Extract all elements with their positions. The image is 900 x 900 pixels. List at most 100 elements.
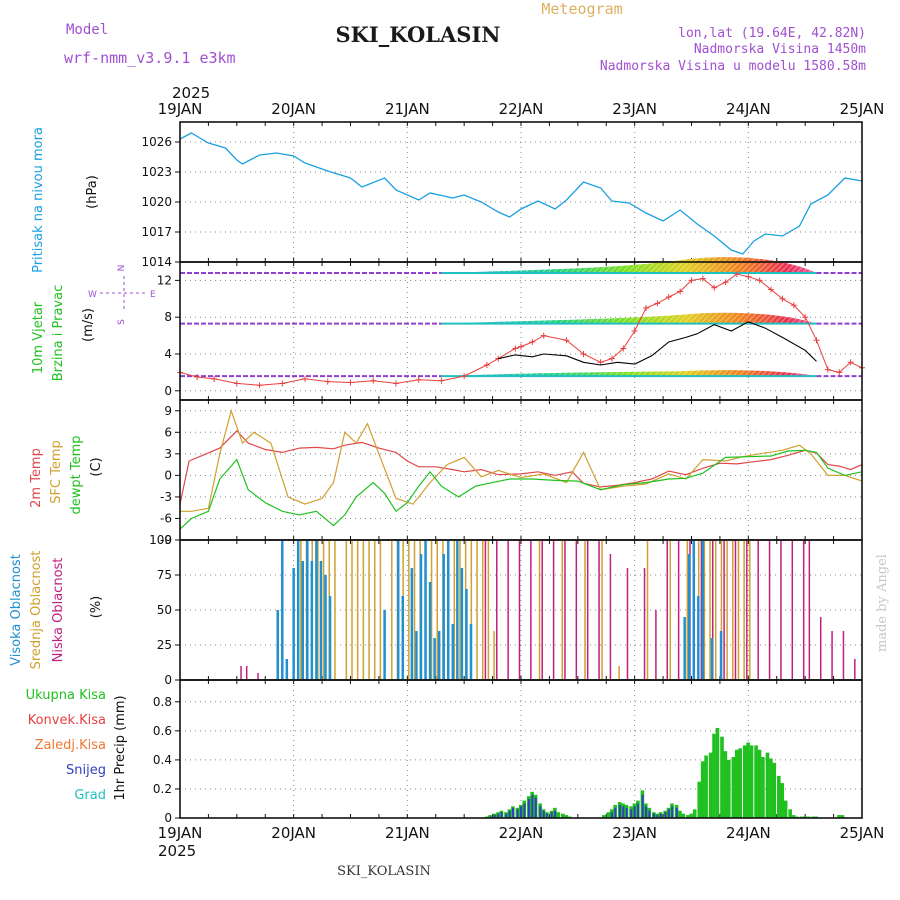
wind-gust-marker bbox=[665, 293, 672, 300]
precip-snow-bar bbox=[493, 815, 496, 818]
precip-snow-bar bbox=[648, 810, 651, 818]
cloud-mid-label: Srednja Oblacnost bbox=[29, 551, 44, 670]
wind-gust-marker bbox=[279, 380, 286, 387]
station-bottom: SKI_KOLASIN bbox=[337, 864, 431, 879]
precip-total-bar bbox=[712, 733, 716, 818]
precip-snow-bar bbox=[554, 810, 557, 818]
wind-panel: 12 8 4 0 bbox=[157, 257, 865, 401]
precip-total-bar bbox=[697, 781, 702, 818]
pressure-labels: Pritisak na nivou mora (hPa) bbox=[31, 127, 100, 273]
top-date-label: 21JAN bbox=[385, 100, 430, 118]
precip-total-bar bbox=[788, 809, 792, 818]
precip-snow-bar bbox=[539, 806, 542, 818]
y-tick-label: 50 bbox=[157, 603, 172, 617]
top-date-label: 25JAN bbox=[840, 100, 885, 118]
wind-gust-marker bbox=[733, 270, 740, 277]
temp-labels: 2m Temp SFC Temp dewpt Temp (C) bbox=[29, 435, 104, 514]
top-date-label: 23JAN bbox=[612, 100, 657, 118]
temp-panel: 9 6 3 0 -3 -6 -9 bbox=[160, 399, 863, 547]
y-tick-label: 0.4 bbox=[153, 753, 172, 767]
wind-gust-marker bbox=[836, 369, 843, 376]
wind-gust-marker bbox=[302, 375, 309, 382]
wind-gust-marker bbox=[540, 332, 547, 339]
precip-snow-bar bbox=[542, 810, 545, 818]
y-tick-label: -9 bbox=[160, 533, 172, 547]
top-date-label: 19JAN bbox=[158, 100, 203, 118]
precip-snow-bar bbox=[659, 813, 662, 818]
pressure-unit: (hPa) bbox=[85, 175, 100, 209]
precip-snow-bar bbox=[512, 807, 515, 818]
coords: lon,lat (19.64E, 42.82N) bbox=[678, 26, 866, 41]
wind-gust-marker bbox=[438, 377, 445, 384]
pressure-line bbox=[179, 132, 863, 255]
y-tick-label: 0.8 bbox=[153, 695, 172, 709]
wind-gust-marker bbox=[529, 339, 536, 346]
model-name: wrf-nmm_v3.9.1 e3km bbox=[64, 49, 236, 67]
y-tick-label: 9 bbox=[164, 404, 172, 418]
y-tick-label: 4 bbox=[164, 347, 172, 361]
precip-snow-bar bbox=[625, 807, 628, 818]
station-title: SKI_KOLASIN bbox=[336, 22, 501, 47]
y-tick-label: 1026 bbox=[141, 135, 172, 149]
precip-total-bar bbox=[686, 815, 690, 818]
wind-speed-hatch bbox=[441, 370, 817, 377]
wind-gust-marker bbox=[483, 362, 490, 369]
top-time-axis: 19JAN 20JAN 21JAN 22JAN 23JAN 24JAN 25JAN bbox=[158, 100, 885, 118]
precip-total-bar bbox=[761, 756, 765, 818]
wind-gust-marker bbox=[194, 374, 201, 380]
precip-total-bar bbox=[727, 759, 731, 818]
meteogram-label: Meteogram bbox=[541, 0, 622, 18]
precip-snow-bar bbox=[614, 807, 617, 818]
precip-snow-bar bbox=[527, 799, 530, 818]
precip-total-bar bbox=[704, 755, 708, 818]
precip-labels: Ukupna Kisa Konvek.Kisa Zaledj.Kisa Snij… bbox=[26, 688, 128, 803]
year-top: 2025 bbox=[172, 84, 210, 102]
wind-gust-marker bbox=[518, 343, 524, 350]
y-tick-label: 0 bbox=[164, 811, 172, 825]
precip-total-bar bbox=[681, 813, 686, 818]
precip-total-bar bbox=[715, 727, 720, 818]
wind-gust-line bbox=[179, 273, 863, 386]
cloud-unit: (%) bbox=[89, 596, 104, 619]
wind-gust-marker bbox=[654, 300, 661, 307]
y-tick-label: 1020 bbox=[141, 195, 172, 209]
precip-total-bar bbox=[700, 761, 705, 818]
wind-gust-marker bbox=[256, 382, 263, 389]
credit: made by Angel bbox=[875, 554, 890, 652]
y-tick-label: 0.6 bbox=[153, 724, 172, 738]
bottom-date-label: 22JAN bbox=[499, 824, 544, 842]
bottom-date-label: 21JAN bbox=[385, 824, 430, 842]
precip-total-bar bbox=[791, 815, 796, 818]
precip-snow-bar bbox=[546, 813, 549, 818]
precip-total-bar bbox=[742, 745, 747, 818]
precip-snow-bar bbox=[667, 809, 670, 818]
y-tick-label: 12 bbox=[157, 273, 172, 287]
precip-snow-bar bbox=[664, 812, 667, 818]
wind-labels: 10m Vjetar Brzina i Pravac (m/s) N W E S bbox=[31, 265, 156, 382]
precip-snow-bar bbox=[618, 804, 621, 818]
y-tick-label: 0 bbox=[164, 468, 172, 482]
precip-total-bar bbox=[765, 752, 770, 818]
precip-total-bar bbox=[840, 815, 845, 818]
wind-gust-marker bbox=[608, 355, 615, 362]
precip-snow-bar bbox=[652, 813, 655, 818]
precip-total-bar bbox=[561, 813, 565, 818]
bottom-date-label: 20JAN bbox=[271, 824, 316, 842]
wind-gust-marker bbox=[643, 305, 650, 311]
precip-total-bar bbox=[689, 813, 694, 818]
bottom-time-axis: 19JAN 20JAN 21JAN 22JAN 23JAN 24JAN 25JAN bbox=[158, 824, 885, 842]
precip-total-bar bbox=[783, 800, 788, 818]
temp-dewpt-label: dewpt Temp bbox=[69, 435, 84, 514]
precip-snow-bar bbox=[531, 794, 534, 818]
wind-gust-marker bbox=[802, 314, 809, 321]
precip-snow-bar bbox=[671, 806, 674, 818]
wind-gust-marker bbox=[580, 351, 587, 357]
precip-total-bar bbox=[769, 758, 773, 818]
wind-speed-hatch bbox=[441, 312, 817, 324]
model-elevation: Nadmorska Visina u modelu 1580.58m bbox=[600, 59, 866, 74]
temp-unit: (C) bbox=[89, 457, 104, 476]
wind-gust-marker bbox=[688, 277, 695, 284]
dewpt-line bbox=[179, 449, 863, 530]
precip-snow-bar bbox=[500, 812, 503, 818]
precip-snow-bar bbox=[508, 810, 511, 818]
